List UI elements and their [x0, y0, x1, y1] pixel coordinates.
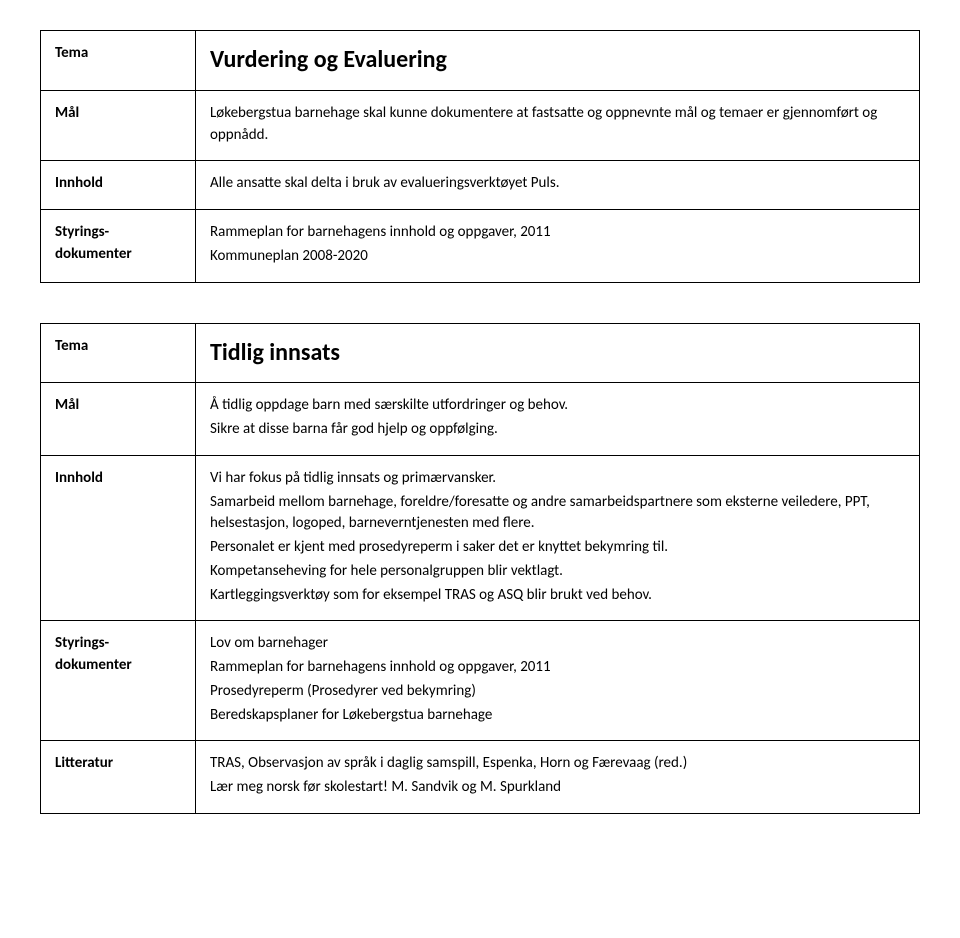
- row-content: TRAS, Observasjon av språk i daglig sams…: [196, 741, 920, 814]
- table-row: Styrings-dokumenter Rammeplan for barneh…: [41, 210, 920, 283]
- row-label: Tema: [41, 31, 196, 91]
- text-line: Vi har fokus på tidlig innsats og primær…: [210, 468, 905, 490]
- text-line: Lær meg norsk før skolestart! M. Sandvik…: [210, 777, 905, 799]
- table-row: Innhold Alle ansatte skal delta i bruk a…: [41, 161, 920, 210]
- row-content: Lov om barnehager Rammeplan for barnehag…: [196, 621, 920, 741]
- table-row: Tema Vurdering og Evaluering: [41, 31, 920, 91]
- row-label: Styrings-dokumenter: [41, 210, 196, 283]
- row-label: Mål: [41, 90, 196, 161]
- title: Vurdering og Evaluering: [210, 45, 447, 74]
- text-line: Kartleggingsverktøy som for eksempel TRA…: [210, 585, 905, 607]
- row-label: Innhold: [41, 161, 196, 210]
- text-line: Løkebergstua barnehage skal kunne dokume…: [210, 103, 905, 147]
- text-line: Å tidlig oppdage barn med særskilte utfo…: [210, 395, 905, 417]
- row-label: Litteratur: [41, 741, 196, 814]
- row-content: Alle ansatte skal delta i bruk av evalue…: [196, 161, 920, 210]
- row-content: Vurdering og Evaluering: [196, 31, 920, 91]
- text-line: Rammeplan for barnehagens innhold og opp…: [210, 222, 905, 244]
- row-label: Tema: [41, 323, 196, 383]
- table-row: Litteratur TRAS, Observasjon av språk i …: [41, 741, 920, 814]
- text-line: TRAS, Observasjon av språk i daglig sams…: [210, 753, 905, 775]
- text-line: Rammeplan for barnehagens innhold og opp…: [210, 657, 905, 679]
- row-content: Løkebergstua barnehage skal kunne dokume…: [196, 90, 920, 161]
- text-line: Personalet er kjent med prosedyreperm i …: [210, 537, 905, 559]
- table-row: Mål Løkebergstua barnehage skal kunne do…: [41, 90, 920, 161]
- text-line: Samarbeid mellom barnehage, foreldre/for…: [210, 492, 905, 536]
- row-label: Innhold: [41, 455, 196, 621]
- table-1: Tema Vurdering og Evaluering Mål Løkeber…: [40, 30, 920, 283]
- table-2: Tema Tidlig innsats Mål Å tidlig oppdage…: [40, 323, 920, 814]
- text-line: Prosedyreperm (Prosedyrer ved bekymring): [210, 681, 905, 703]
- table-row: Tema Tidlig innsats: [41, 323, 920, 383]
- text-line: Sikre at disse barna får god hjelp og op…: [210, 419, 905, 441]
- title: Tidlig innsats: [210, 338, 340, 367]
- row-label: Mål: [41, 383, 196, 456]
- row-content: Vi har fokus på tidlig innsats og primær…: [196, 455, 920, 621]
- row-label: Styrings-dokumenter: [41, 621, 196, 741]
- text-line: Alle ansatte skal delta i bruk av evalue…: [210, 173, 905, 195]
- text-line: Lov om barnehager: [210, 633, 905, 655]
- row-content: Rammeplan for barnehagens innhold og opp…: [196, 210, 920, 283]
- text-line: Beredskapsplaner for Løkebergstua barneh…: [210, 705, 905, 727]
- table-row: Styrings-dokumenter Lov om barnehager Ra…: [41, 621, 920, 741]
- table-row: Innhold Vi har fokus på tidlig innsats o…: [41, 455, 920, 621]
- row-content: Å tidlig oppdage barn med særskilte utfo…: [196, 383, 920, 456]
- row-content: Tidlig innsats: [196, 323, 920, 383]
- text-line: Kompetanseheving for hele personalgruppe…: [210, 561, 905, 583]
- table-row: Mål Å tidlig oppdage barn med særskilte …: [41, 383, 920, 456]
- text-line: Kommuneplan 2008-2020: [210, 246, 905, 268]
